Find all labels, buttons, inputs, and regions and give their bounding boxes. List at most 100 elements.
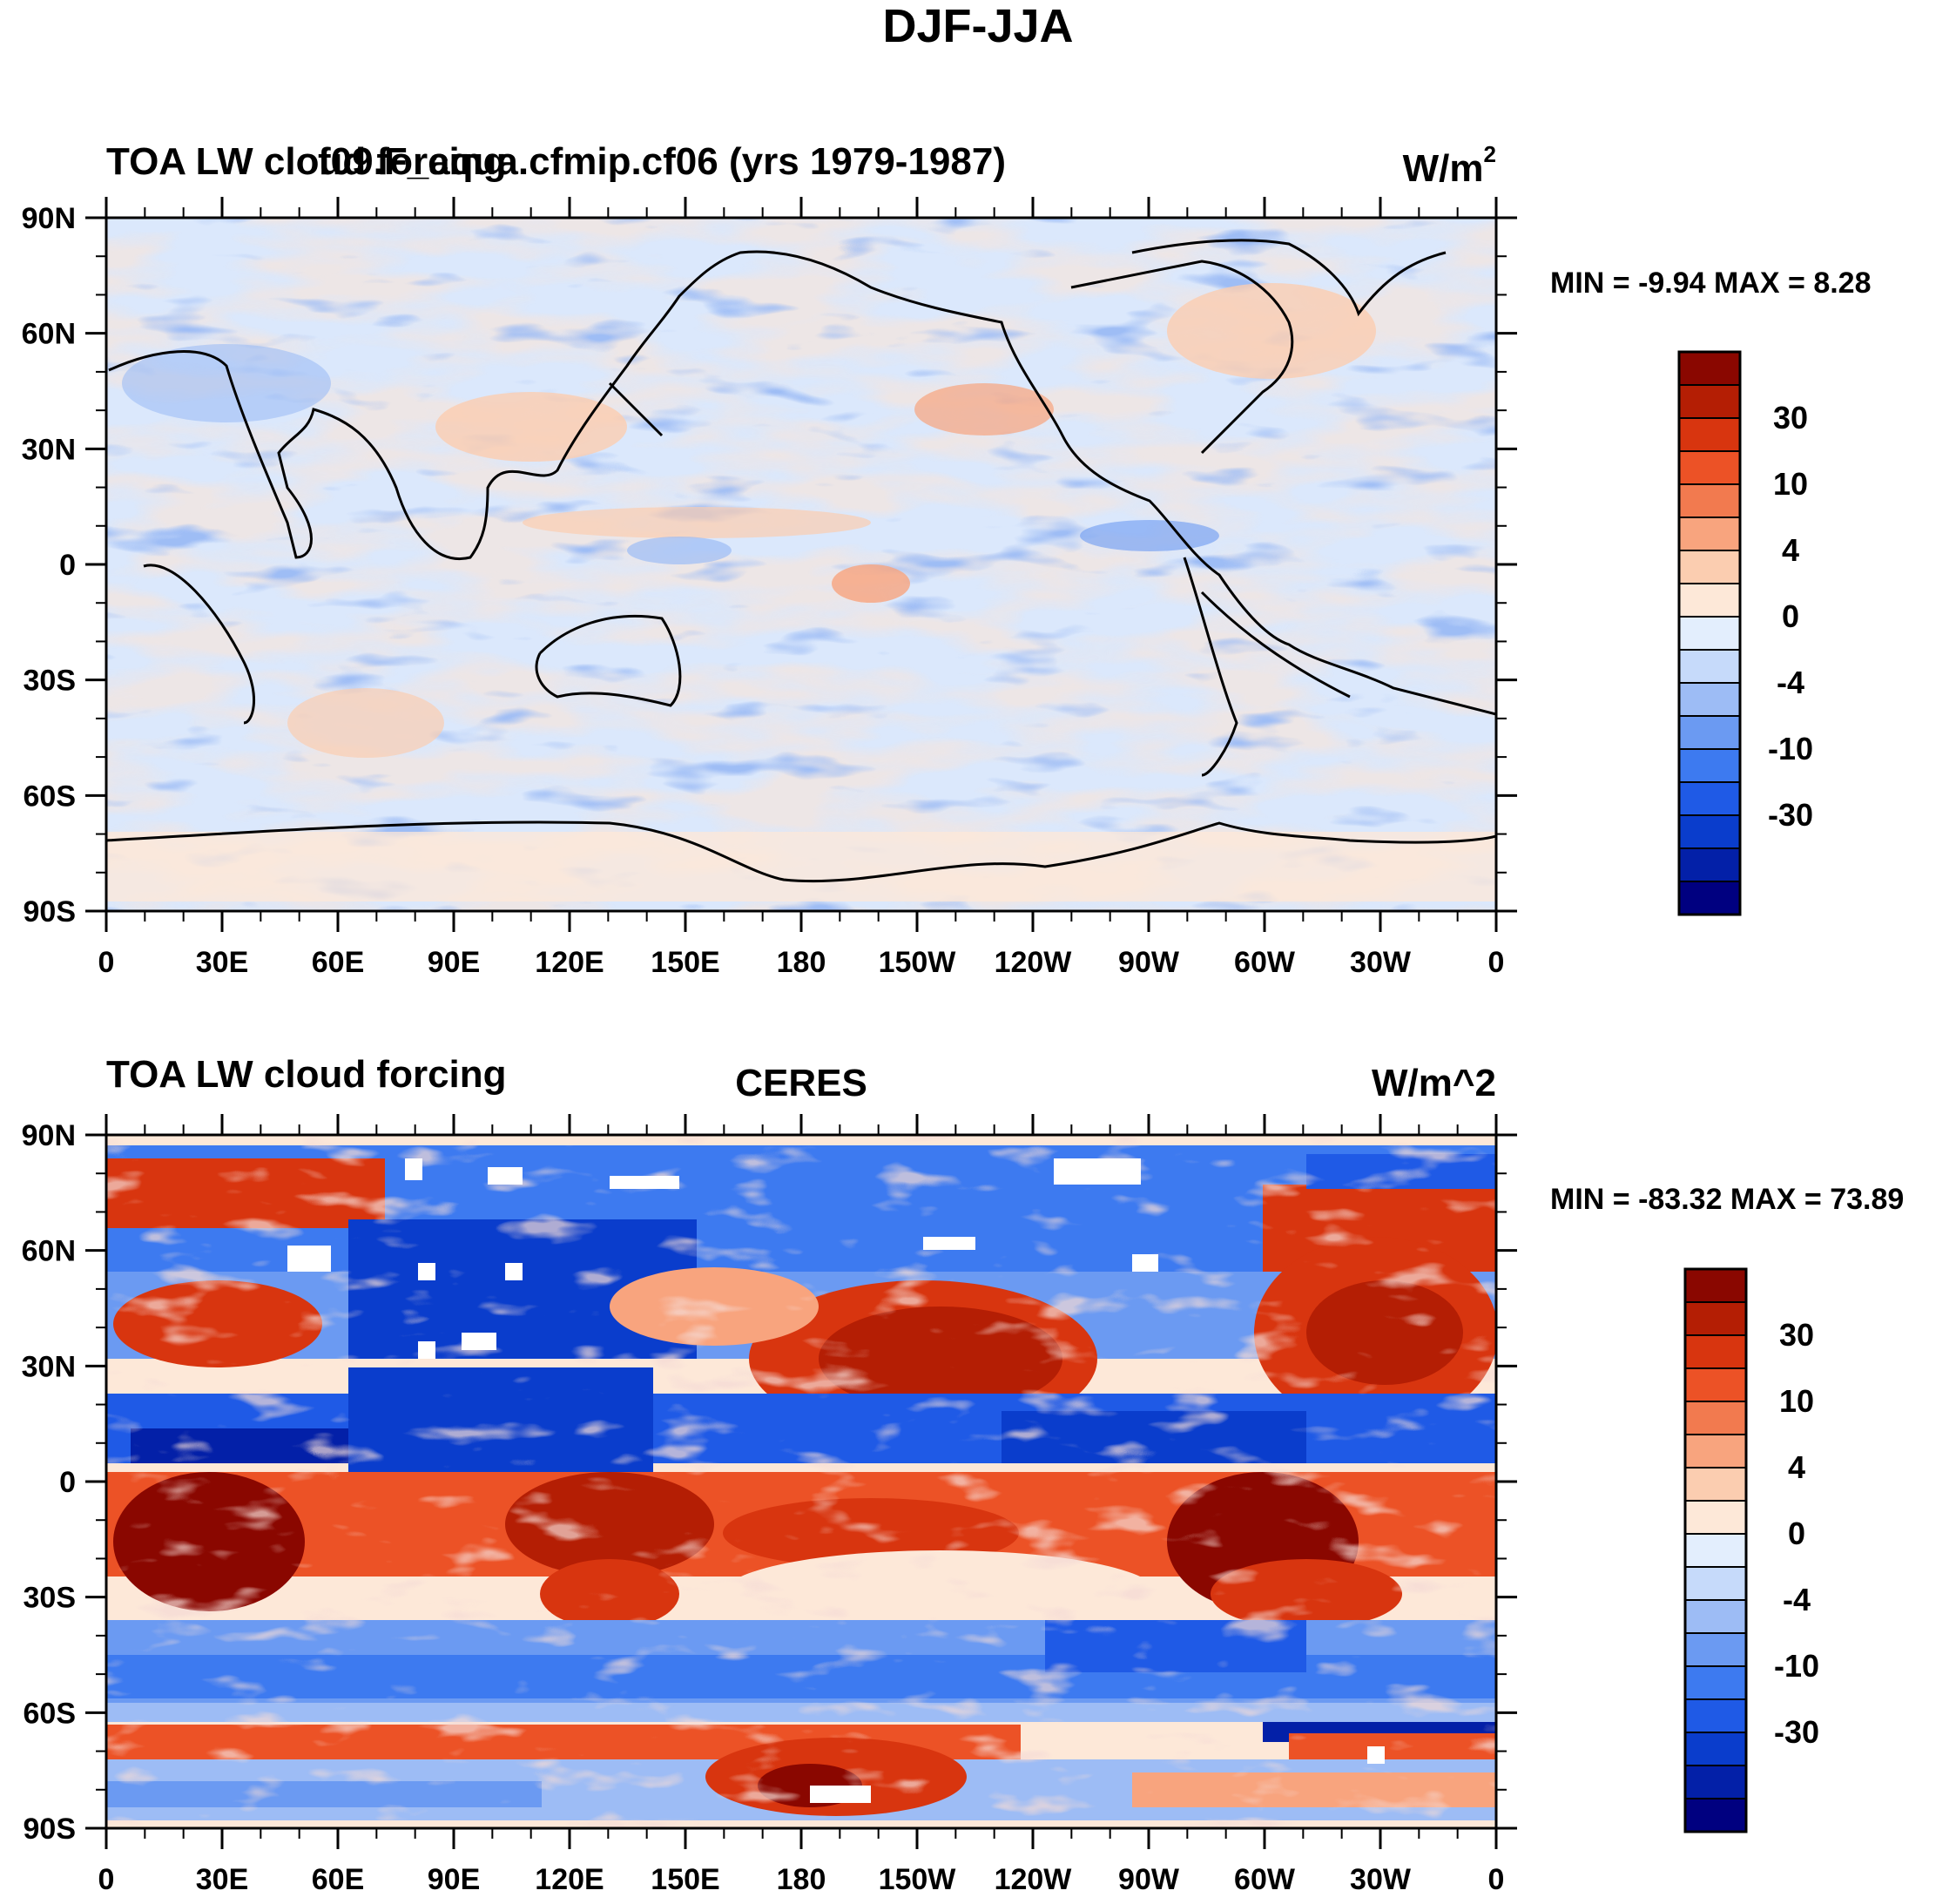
colorbar-box bbox=[1684, 1698, 1747, 1733]
colorbar-box bbox=[1684, 1401, 1747, 1435]
panel-model: TOA LW cloud forcing f09.F_aqua.cfmip.cf… bbox=[22, 140, 1872, 979]
colorbar-box bbox=[1684, 1334, 1747, 1369]
colorbar-box bbox=[1684, 1268, 1747, 1303]
colorbar-box bbox=[1678, 351, 1741, 386]
x-tick-label: 180 bbox=[777, 946, 826, 979]
panel1-coastlines bbox=[106, 239, 1496, 883]
colorbar-box bbox=[1684, 1566, 1747, 1601]
colorbar-box bbox=[1678, 550, 1741, 584]
colorbar-box bbox=[1678, 715, 1741, 750]
colorbar-box bbox=[1678, 814, 1741, 849]
y-tick-label: 90N bbox=[22, 202, 76, 235]
colorbar-frame bbox=[1677, 350, 1742, 916]
y-tick-label: 0 bbox=[59, 549, 76, 582]
panel1-title-center: f09.F_aqua.cfmip.cf06 (yrs 1979-1987) bbox=[318, 140, 1006, 183]
colorbar-box bbox=[1684, 1732, 1747, 1766]
colorbar-frame bbox=[1683, 1267, 1748, 1833]
panel2-minmax: MIN = -83.32 MAX = 73.89 bbox=[1550, 1183, 1904, 1216]
colorbar-box bbox=[1684, 1798, 1747, 1833]
x-tick-label: 150W bbox=[879, 946, 957, 979]
colorbar-label: 0 bbox=[1788, 1516, 1805, 1551]
panel2-field bbox=[106, 1135, 1496, 1828]
x-tick-label: 150W bbox=[879, 1863, 957, 1896]
colorbar-label: 10 bbox=[1773, 466, 1808, 502]
colorbar-label: -30 bbox=[1774, 1714, 1819, 1750]
x-tick-label: 60W bbox=[1234, 946, 1296, 979]
panel1-units-sup: 2 bbox=[1484, 141, 1496, 167]
x-tick-label: 0 bbox=[1488, 1863, 1505, 1896]
colorbar-2: 30 10 4 0 -4 -10 -30 bbox=[1683, 1267, 1819, 1833]
x-tick-label: 90W bbox=[1118, 946, 1180, 979]
x-tick-label: 120W bbox=[995, 946, 1073, 979]
panel2-units: W/m^2 bbox=[1372, 1062, 1496, 1104]
colorbar-label: -4 bbox=[1777, 665, 1804, 700]
panel1-minmax: MIN = -9.94 MAX = 8.28 bbox=[1550, 267, 1872, 300]
x-tick-label: 120E bbox=[535, 1863, 604, 1896]
y-tick-label: 30N bbox=[22, 1350, 76, 1383]
colorbar-box bbox=[1684, 1467, 1747, 1502]
colorbar-label: 4 bbox=[1788, 1449, 1805, 1485]
colorbar-box bbox=[1678, 450, 1741, 485]
colorbar-box bbox=[1678, 682, 1741, 717]
colorbar-label: 10 bbox=[1779, 1383, 1814, 1419]
y-tick-label: 90S bbox=[24, 895, 77, 928]
y-tick-label: 60S bbox=[24, 780, 77, 813]
colorbar-1: 30 10 4 0 -4 -10 -30 bbox=[1677, 350, 1813, 916]
colorbar-box bbox=[1684, 1301, 1747, 1336]
panel1-units-base: W/m bbox=[1403, 147, 1484, 190]
x-tick-label: 120E bbox=[535, 946, 604, 979]
x-tick-label: 0 bbox=[98, 946, 115, 979]
x-tick-label: 180 bbox=[777, 1863, 826, 1896]
panel2-axes: 0 30E 60E 90E 120E 150E 180 150W 120W 90W 60W 30W 09… bbox=[22, 1114, 1517, 1896]
colorbar-box bbox=[1678, 517, 1741, 551]
y-tick-label: 30N bbox=[22, 433, 76, 466]
x-tick-label: 150E bbox=[651, 946, 719, 979]
x-tick-label: 90W bbox=[1118, 1863, 1180, 1896]
panel2-title-left: TOA LW cloud forcing bbox=[106, 1053, 507, 1096]
colorbar-label: -10 bbox=[1774, 1648, 1819, 1684]
x-tick-label: 0 bbox=[98, 1863, 115, 1896]
x-tick-label: 60E bbox=[312, 946, 365, 979]
y-tick-label: 60S bbox=[24, 1697, 77, 1730]
y-tick-label: 0 bbox=[59, 1466, 76, 1499]
y-tick-label: 30S bbox=[24, 1582, 77, 1615]
colorbar-label: 4 bbox=[1782, 532, 1799, 568]
panel1-units: W/m2 bbox=[1403, 141, 1496, 190]
panel1-field bbox=[106, 218, 1496, 911]
colorbar-box bbox=[1678, 881, 1741, 915]
x-tick-label: 30E bbox=[196, 1863, 249, 1896]
colorbar-box bbox=[1684, 1765, 1747, 1799]
colorbar-box bbox=[1678, 748, 1741, 783]
x-tick-label: 30W bbox=[1350, 1863, 1412, 1896]
panel-obs: TOA LW cloud forcing CERES W/m^2 MIN = -… bbox=[22, 1053, 1905, 1896]
colorbar-box bbox=[1678, 417, 1741, 452]
colorbar-label: -30 bbox=[1768, 797, 1813, 833]
x-tick-label: 120W bbox=[995, 1863, 1073, 1896]
y-tick-label: 60N bbox=[22, 1235, 76, 1268]
colorbar-box bbox=[1684, 1434, 1747, 1469]
panel1-title-left: TOA LW cloud forcing bbox=[106, 140, 507, 183]
x-tick-label: 30W bbox=[1350, 946, 1412, 979]
x-tick-label: 90E bbox=[428, 1863, 481, 1896]
colorbar-label: 30 bbox=[1773, 400, 1808, 435]
colorbar-box bbox=[1678, 483, 1741, 518]
colorbar-box bbox=[1684, 1367, 1747, 1402]
colorbar-box bbox=[1684, 1599, 1747, 1634]
x-tick-label: 30E bbox=[196, 946, 249, 979]
figure-title: DJF-JJA bbox=[882, 0, 1073, 52]
y-tick-label: 60N bbox=[22, 318, 76, 351]
colorbar-box bbox=[1684, 1500, 1747, 1535]
colorbar-box bbox=[1684, 1665, 1747, 1700]
colorbar-label: 30 bbox=[1779, 1317, 1814, 1353]
panel2-title-center: CERES bbox=[735, 1062, 867, 1104]
y-tick-label: 30S bbox=[24, 665, 77, 698]
colorbar-box bbox=[1678, 781, 1741, 816]
colorbar-box bbox=[1678, 847, 1741, 882]
x-tick-label: 90E bbox=[428, 946, 481, 979]
x-tick-label: 150E bbox=[651, 1863, 719, 1896]
colorbar-box bbox=[1684, 1632, 1747, 1667]
colorbar-box bbox=[1678, 384, 1741, 419]
colorbar-box bbox=[1678, 649, 1741, 684]
x-tick-label: 60W bbox=[1234, 1863, 1296, 1896]
colorbar-box bbox=[1678, 583, 1741, 618]
